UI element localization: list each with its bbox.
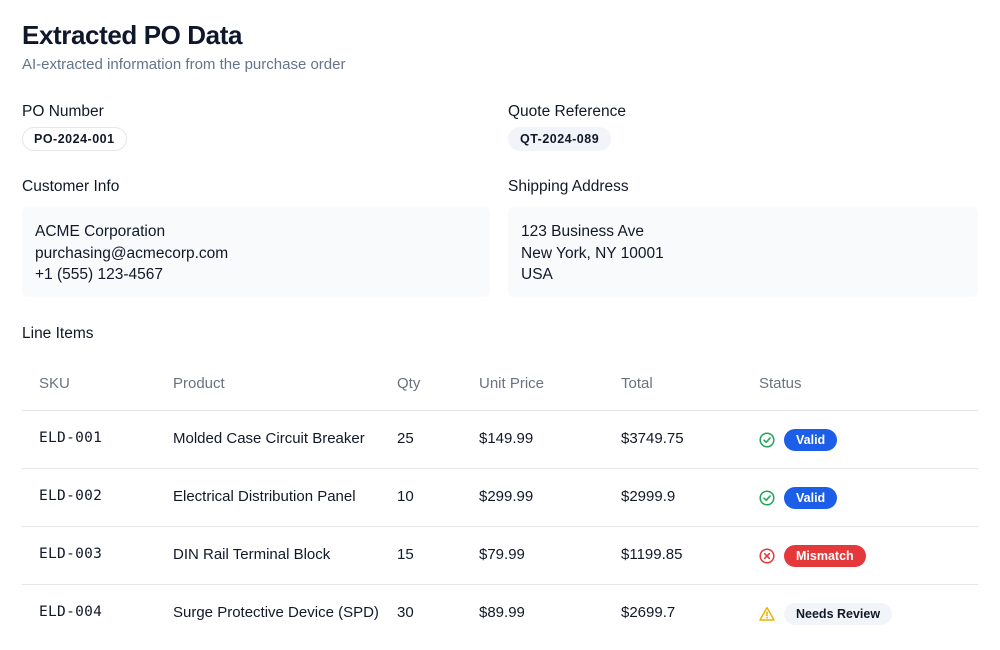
- column-header-qty: Qty: [397, 375, 421, 392]
- check-circle-icon: [759, 490, 775, 506]
- shipping-address-label: Shipping Address: [508, 178, 629, 195]
- extracted-po-panel: Extracted PO Data AI-extracted informati…: [22, 0, 978, 650]
- customer-email: purchasing@acmecorp.com: [35, 244, 229, 262]
- cell-status: Needs Review: [759, 602, 893, 626]
- cell-qty: 25: [397, 430, 414, 447]
- status-badge: Valid: [784, 487, 838, 509]
- status-badge: Needs Review: [784, 603, 893, 625]
- cell-product: Molded Case Circuit Breaker: [173, 430, 365, 447]
- cell-total: $3749.75: [621, 430, 684, 447]
- column-header-unit-price: Unit Price: [479, 375, 545, 392]
- cell-unit-price: $79.99: [479, 546, 525, 563]
- table-row: ELD-004 Surge Protective Device (SPD) 30…: [22, 585, 978, 643]
- page-subtitle: AI-extracted information from the purcha…: [22, 56, 346, 73]
- table-header: SKU Product Qty Unit Price Total Status: [22, 355, 978, 411]
- table-row: ELD-002 Electrical Distribution Panel 10…: [22, 469, 978, 527]
- cell-sku: ELD-002: [39, 488, 103, 504]
- customer-name: ACME Corporation: [35, 223, 166, 240]
- shipping-address-box: 123 Business Ave New York, NY 10001 USA: [508, 207, 978, 297]
- page-title: Extracted PO Data: [22, 20, 243, 50]
- cell-status: Valid: [759, 428, 838, 452]
- quote-reference-badge: QT-2024-089: [508, 127, 612, 151]
- cell-product: Electrical Distribution Panel: [173, 488, 356, 505]
- cell-unit-price: $299.99: [479, 488, 534, 505]
- cell-total: $2999.9: [621, 488, 676, 505]
- cell-product: DIN Rail Terminal Block: [173, 546, 331, 563]
- cell-qty: 30: [397, 604, 414, 621]
- column-header-product: Product: [173, 375, 225, 392]
- cell-qty: 15: [397, 546, 414, 563]
- cell-status: Mismatch: [759, 544, 866, 568]
- cell-total: $1199.85: [621, 546, 683, 563]
- cell-status: Valid: [759, 486, 838, 510]
- table-row: ELD-001 Molded Case Circuit Breaker 25 $…: [22, 411, 978, 469]
- column-header-total: Total: [621, 375, 653, 392]
- cell-product: Surge Protective Device (SPD): [173, 604, 379, 621]
- customer-info-box: ACME Corporation purchasing@acmecorp.com…: [22, 207, 490, 297]
- po-number-label: PO Number: [22, 103, 104, 120]
- line-items-title: Line Items: [22, 325, 94, 342]
- customer-phone: +1 (555) 123-4567: [35, 266, 163, 284]
- po-number-badge: PO-2024-001: [22, 127, 127, 151]
- shipping-city: New York, NY 10001: [521, 244, 664, 262]
- line-items-table: SKU Product Qty Unit Price Total Status …: [22, 355, 978, 643]
- column-header-sku: SKU: [39, 375, 70, 392]
- customer-info-label: Customer Info: [22, 178, 120, 195]
- check-circle-icon: [759, 432, 775, 448]
- quote-reference-label: Quote Reference: [508, 103, 627, 120]
- column-header-status: Status: [759, 375, 802, 392]
- shipping-street: 123 Business Ave: [521, 223, 644, 240]
- table-row: ELD-003 DIN Rail Terminal Block 15 $79.9…: [22, 527, 978, 585]
- cell-total: $2699.7: [621, 604, 676, 621]
- cell-sku: ELD-004: [39, 604, 103, 620]
- cell-unit-price: $149.99: [479, 430, 534, 447]
- cell-qty: 10: [397, 488, 414, 505]
- status-badge: Valid: [784, 429, 838, 451]
- warning-triangle-icon: [759, 606, 775, 621]
- cell-sku: ELD-001: [39, 430, 103, 446]
- cell-unit-price: $89.99: [479, 604, 525, 621]
- status-badge: Mismatch: [784, 545, 866, 567]
- x-circle-icon: [759, 548, 775, 564]
- cell-sku: ELD-003: [39, 546, 103, 562]
- shipping-country: USA: [521, 266, 553, 284]
